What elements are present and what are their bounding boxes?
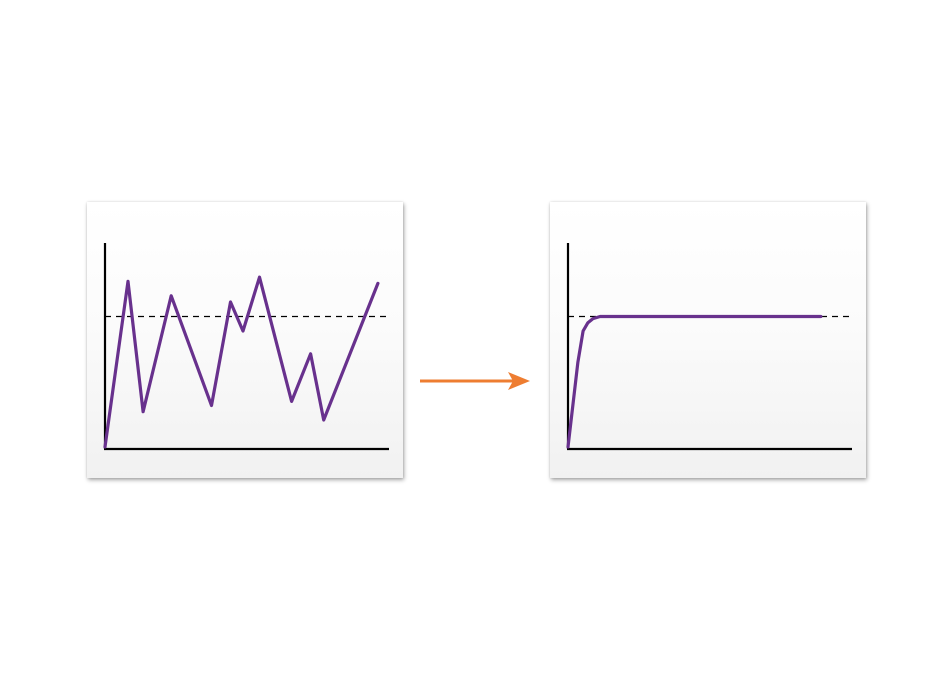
before-chart xyxy=(103,243,389,451)
after-chart-series-line xyxy=(566,314,823,449)
after-chart-panel xyxy=(550,202,866,478)
after-chart-axes xyxy=(566,243,852,451)
after-chart xyxy=(566,243,852,451)
arrow-right-icon xyxy=(420,372,530,390)
before-chart-series-line xyxy=(103,275,380,449)
before-chart-panel xyxy=(87,202,403,478)
before-chart-axes xyxy=(103,243,389,451)
